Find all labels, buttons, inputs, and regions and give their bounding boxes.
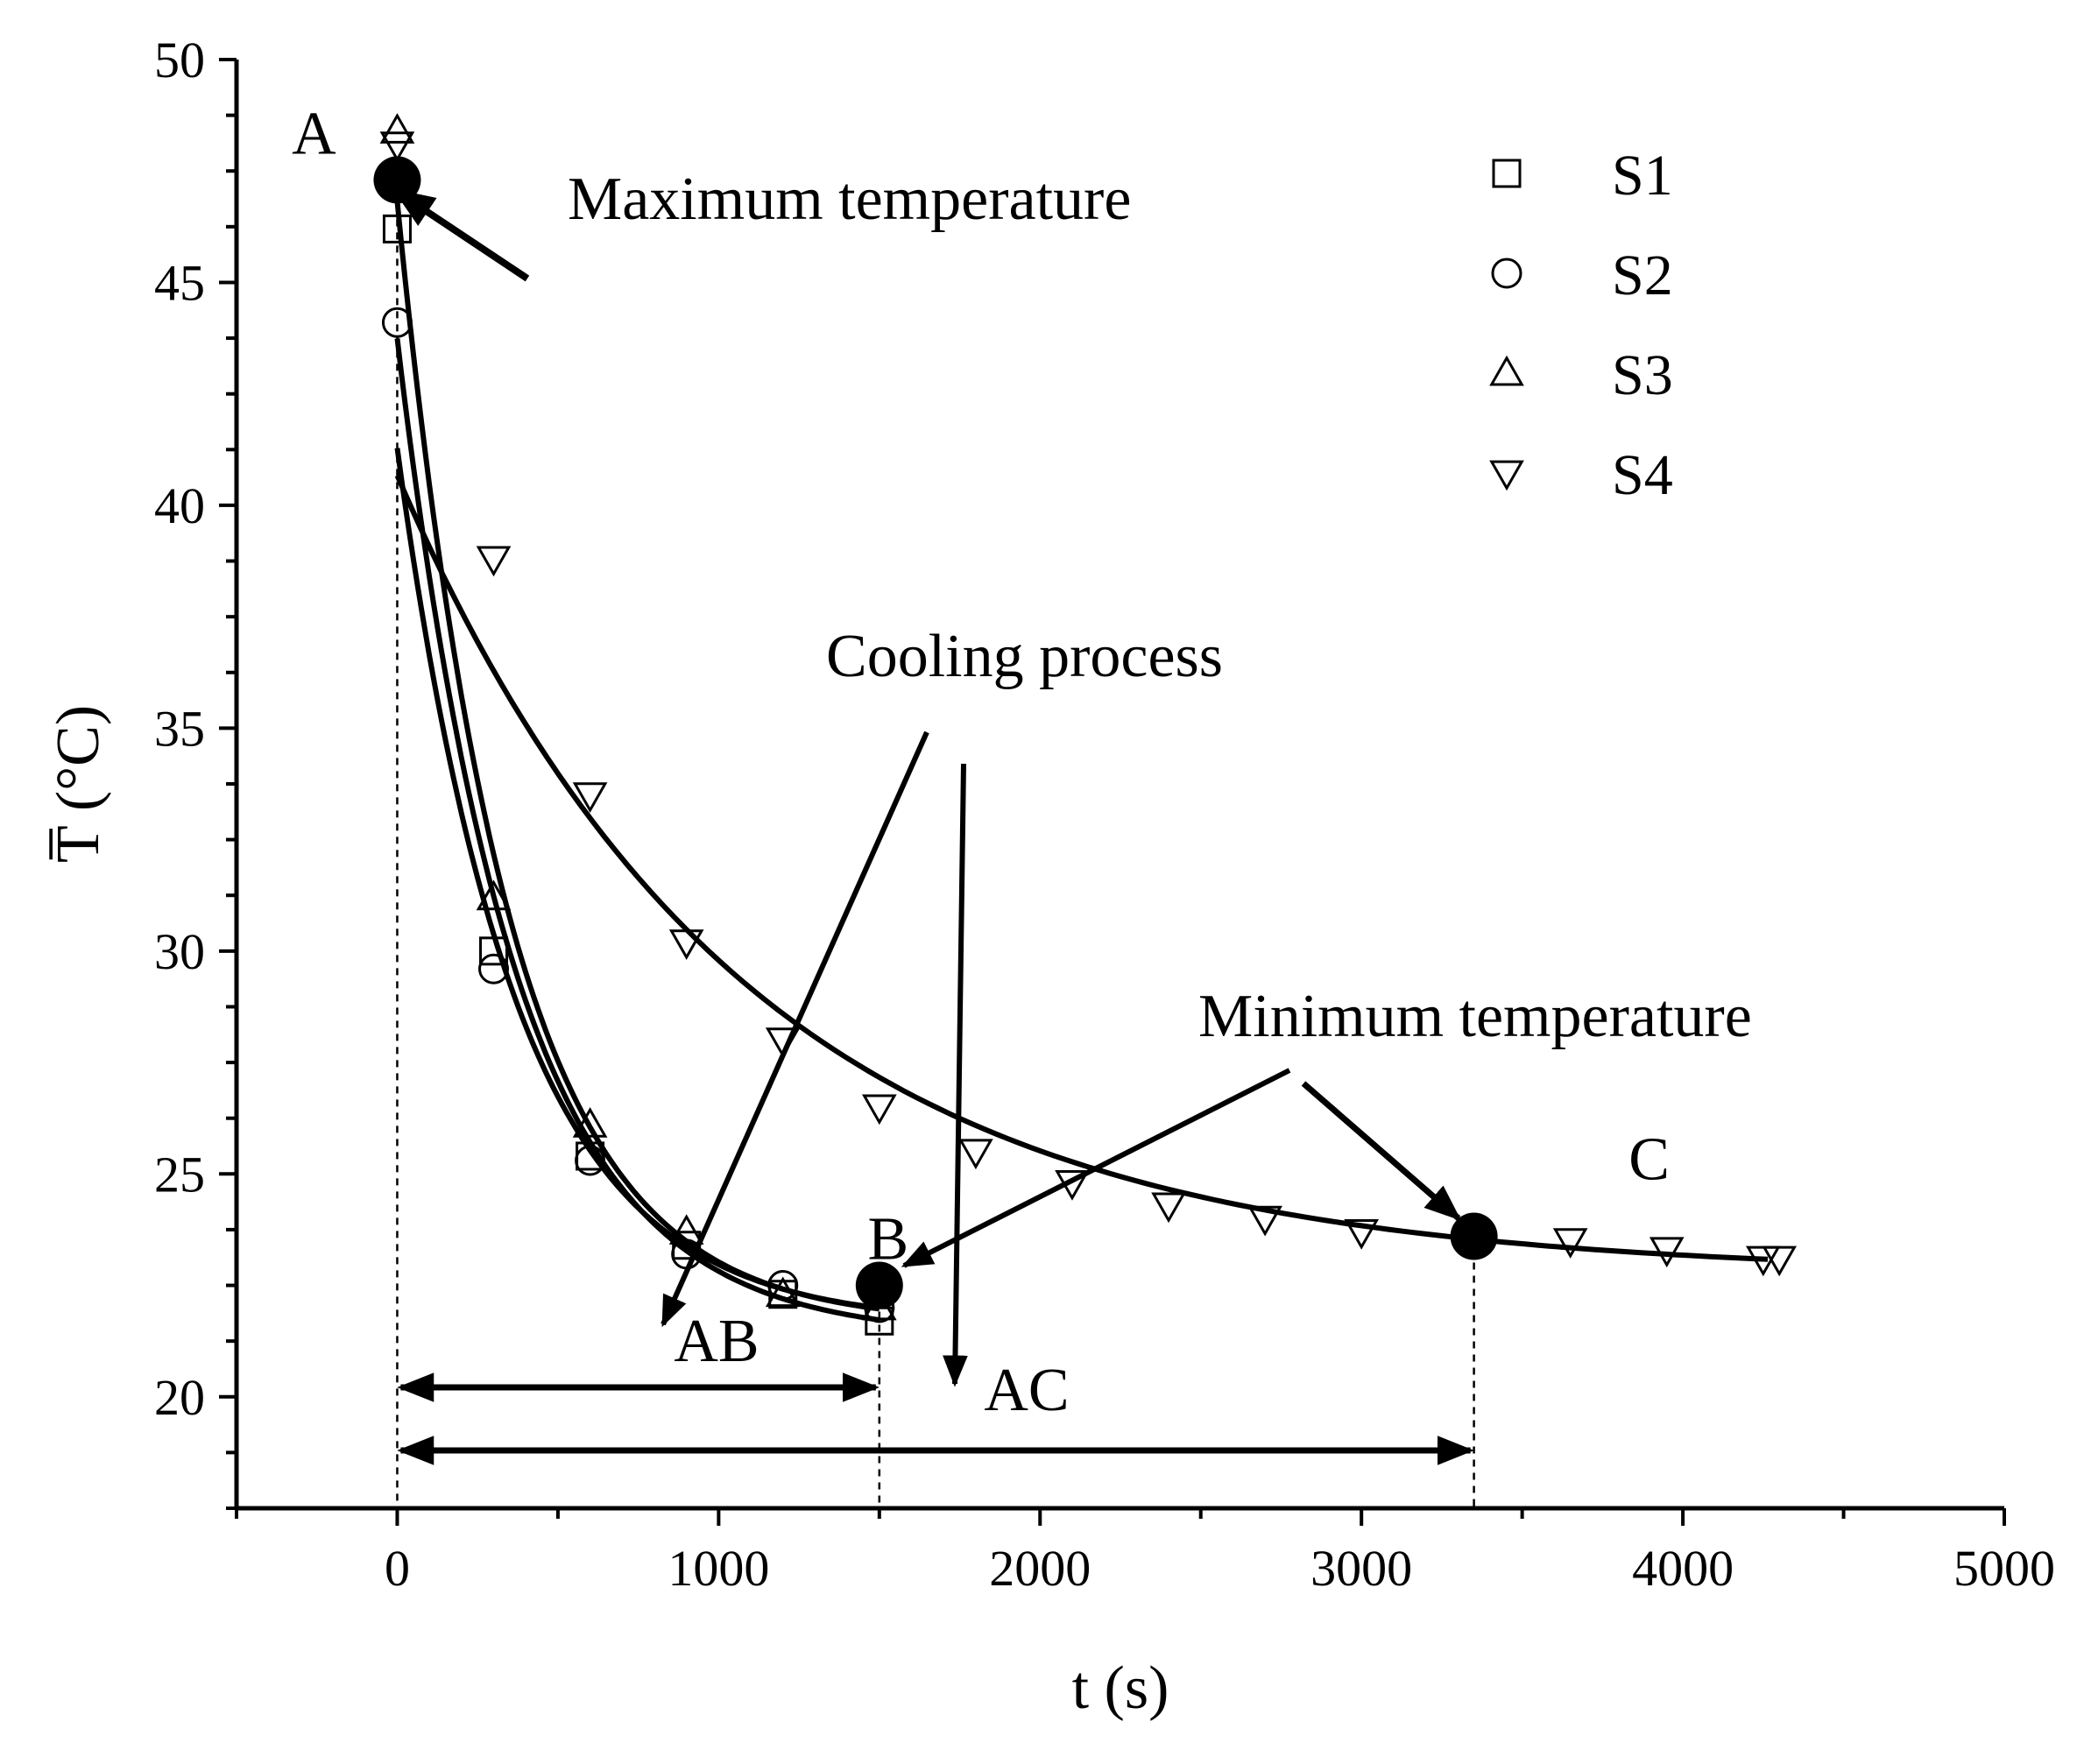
cooling-arrow-ab <box>661 730 929 1328</box>
legend-marker-s1 <box>1492 159 1522 188</box>
cooling-arrow-ac <box>943 763 968 1387</box>
y-tick-label: 25 <box>154 1146 205 1203</box>
key-point-a <box>373 156 421 204</box>
x-tick-label: 5000 <box>1953 1540 2055 1597</box>
x-tick-label: 2000 <box>989 1540 1091 1597</box>
fit-curves <box>394 201 1769 1323</box>
data-point-s4 <box>1552 1228 1588 1259</box>
data-point-s3 <box>668 1214 704 1245</box>
key-point-label-b: B <box>867 1206 908 1274</box>
data-point-s4 <box>1247 1205 1282 1237</box>
cooling-process-label: Cooling process <box>826 623 1223 690</box>
legend-item-s1: S1 <box>1492 144 1673 208</box>
min-temperature-arrow-c <box>1301 1081 1462 1221</box>
legend-marker-s4 <box>1489 460 1524 491</box>
y-tick-label: 30 <box>154 923 205 980</box>
data-point-s4 <box>1151 1192 1186 1224</box>
key-points: A B C <box>292 100 1670 1309</box>
data-point-s1 <box>479 936 509 966</box>
data-point-s2 <box>767 1270 799 1302</box>
legend-label-s3: S3 <box>1612 343 1673 407</box>
data-point-s4 <box>379 131 415 162</box>
data-point-s4 <box>572 782 608 813</box>
y-axis-title: T̅ (°C) <box>45 705 112 863</box>
key-point-b <box>855 1261 903 1309</box>
y-tick-label: 45 <box>154 254 205 311</box>
legend-label-s2: S2 <box>1612 243 1673 307</box>
min-temperature-arrow-b <box>901 1068 1291 1268</box>
data-point-s4 <box>1649 1237 1685 1268</box>
data-point-s4 <box>668 929 704 960</box>
data-point-s4 <box>958 1139 993 1170</box>
interval-label-ab: AB <box>674 1308 759 1375</box>
data-point-s4 <box>1344 1219 1380 1250</box>
data-point-s3 <box>379 113 415 144</box>
data-point-s3 <box>765 1276 801 1308</box>
interval-arrows: AB AC <box>397 1308 1474 1465</box>
axes: 0 1000 2000 3000 4000 5000 20 25 30 35 40 45 50 t (s)… <box>45 32 2055 1722</box>
legend-item-s2: S2 <box>1491 243 1673 307</box>
x-tick-label: 0 <box>385 1540 410 1597</box>
legend-marker-s2 <box>1491 258 1522 289</box>
data-point-s3 <box>572 1107 608 1138</box>
key-point-label-a: A <box>292 100 336 167</box>
legend-item-s3: S3 <box>1489 343 1673 407</box>
annotations: Maximum temperature Cooling process Mini… <box>392 166 1752 1387</box>
x-tick-label: 4000 <box>1632 1540 1734 1597</box>
y-tick-label: 35 <box>154 700 205 757</box>
series-s4 <box>379 131 1797 1277</box>
data-point-s4 <box>1762 1245 1797 1277</box>
legend: S1 S2 S3 S4 <box>1489 144 1673 507</box>
data-point-s4 <box>861 1094 897 1125</box>
data-point-s2 <box>478 953 510 984</box>
key-point-c <box>1450 1212 1498 1260</box>
max-temperature-arrow <box>392 187 530 282</box>
x-axis-title: t (s) <box>1072 1655 1169 1722</box>
legend-label-s4: S4 <box>1612 443 1673 507</box>
data-point-s3 <box>476 879 512 911</box>
key-point-label-c: C <box>1628 1126 1670 1194</box>
data-point-s4 <box>476 546 512 577</box>
fit-curve-s1 <box>394 338 880 1323</box>
x-tick-label: 1000 <box>668 1540 769 1597</box>
legend-item-s4: S4 <box>1489 443 1673 507</box>
min-temperature-label: Minimum temperature <box>1198 983 1752 1050</box>
y-tick-label: 50 <box>154 32 205 88</box>
y-tick-label: 40 <box>154 477 205 534</box>
max-temperature-label: Maximum temperature <box>568 166 1131 233</box>
x-tick-label: 3000 <box>1310 1540 1412 1597</box>
data-point-s2 <box>575 1145 606 1176</box>
legend-marker-s3 <box>1489 355 1524 386</box>
data-point-s2 <box>381 307 413 338</box>
y-tick-label: 20 <box>154 1369 205 1426</box>
fit-curve-s3 <box>394 201 880 1312</box>
series-s1 <box>382 214 894 1336</box>
legend-label-s1: S1 <box>1612 144 1673 208</box>
interval-label-ac: AC <box>984 1357 1069 1424</box>
series-s3 <box>379 113 897 1321</box>
fit-curve-s4 <box>394 474 1769 1262</box>
guide-lines <box>396 180 1475 1508</box>
